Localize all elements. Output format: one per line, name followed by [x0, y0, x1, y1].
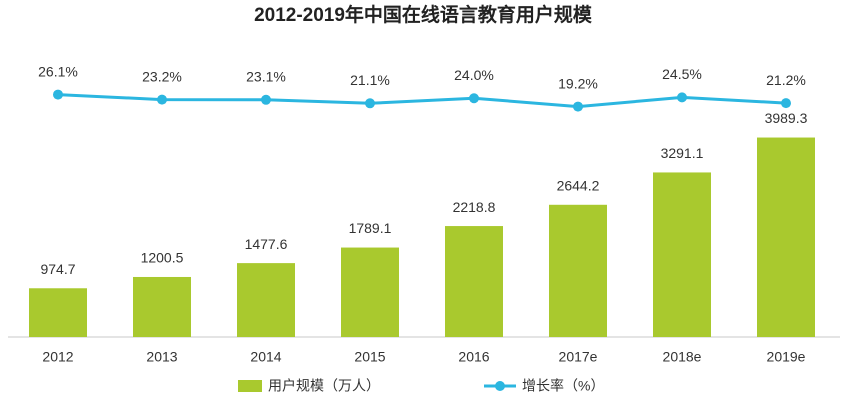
bar: [29, 288, 87, 337]
legend-swatch: [495, 381, 505, 391]
bar-value-label: 1200.5: [141, 250, 184, 266]
bar: [133, 276, 191, 337]
legend-label: 增长率（%）: [522, 378, 604, 394]
bar: [341, 247, 399, 337]
x-tick-label: 2014: [250, 349, 281, 365]
x-tick-label: 2018e: [663, 349, 702, 365]
rate-point: [157, 94, 167, 105]
bar: [757, 137, 815, 337]
x-tick-label: 2016: [458, 349, 489, 365]
rate-point: [365, 98, 375, 109]
legend-label: 用户规模（万人）: [268, 378, 380, 394]
rate-label: 24.0%: [454, 67, 494, 83]
bar-value-label: 3291.1: [661, 145, 704, 161]
bar-value-label: 2644.2: [557, 177, 600, 193]
bar-value-label: 2218.8: [453, 199, 496, 215]
bar-value-label: 1477.6: [245, 236, 288, 252]
x-tick-label: 2012: [42, 349, 73, 365]
x-tick-label: 2013: [146, 349, 177, 365]
rate-label: 23.1%: [246, 69, 286, 85]
rate-label: 21.1%: [350, 72, 390, 88]
bar: [445, 226, 503, 337]
rate-point: [53, 89, 63, 100]
legend-swatch: [238, 380, 262, 392]
x-tick-label: 2019e: [767, 349, 806, 365]
x-tick-label: 2015: [354, 349, 385, 365]
rate-point: [261, 94, 271, 105]
bar-value-label: 3989.3: [765, 110, 808, 126]
rate-label: 19.2%: [558, 75, 598, 91]
bar: [653, 172, 711, 337]
rate-label: 23.2%: [142, 68, 182, 84]
bar-value-label: 1789.1: [349, 220, 392, 236]
chart-title: 2012-2019年中国在线语言教育用户规模: [254, 3, 593, 26]
rate-line: [57, 93, 787, 109]
rate-label: 26.1%: [38, 63, 78, 79]
bar-value-label: 974.7: [40, 261, 75, 277]
bar: [237, 263, 295, 337]
bar: [549, 204, 607, 337]
rate-point: [781, 98, 791, 109]
rate-point: [677, 92, 687, 103]
rate-label: 24.5%: [662, 66, 702, 82]
rate-point: [469, 93, 479, 104]
x-tick-label: 2017e: [559, 349, 598, 365]
rate-point: [573, 101, 583, 112]
rate-label: 21.2%: [766, 72, 806, 88]
